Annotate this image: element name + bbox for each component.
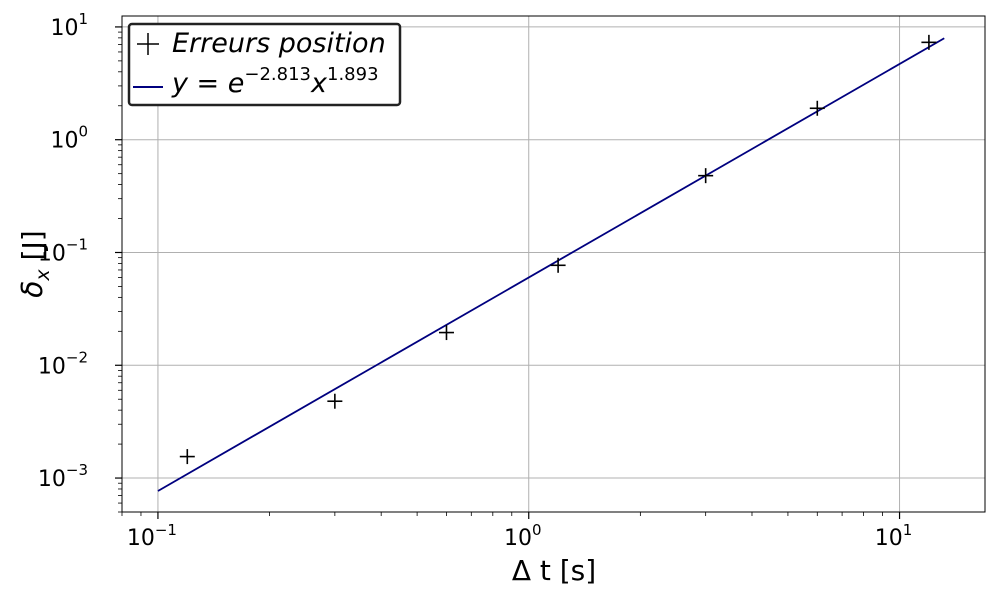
major-ticks	[115, 26, 901, 519]
scatter-marker-layer	[179, 34, 937, 465]
plot-area-frame	[121, 15, 986, 513]
y-axis-label-unit: [J]	[16, 230, 49, 269]
y-tick-label: 100	[50, 123, 88, 154]
x-tick-label: 101	[875, 521, 913, 551]
legend-fit-exp2: 1.893	[327, 64, 379, 85]
y-tick-label: 101	[50, 10, 88, 41]
minor-ticks	[118, 31, 883, 516]
y-tick-label: 10−2	[38, 348, 88, 379]
legend-fit-exp1: −2.813	[244, 64, 311, 85]
scatter-point	[921, 34, 937, 50]
scatter-point	[809, 100, 825, 116]
y-tick-labels: 10−3 10−2 10−1 100 101	[38, 10, 88, 492]
legend-label-fit: y = e−2.813x1.893	[171, 64, 379, 99]
scatter-point	[438, 325, 454, 341]
legend: Erreurs position y = e−2.813x1.893	[127, 22, 402, 107]
scatter-point	[698, 168, 714, 184]
y-axis-label: δx [J]	[16, 230, 54, 297]
x-tick-label: 100	[504, 521, 542, 551]
y-tick-label: 10−3	[38, 461, 88, 492]
legend-label-scatter: Erreurs position	[172, 28, 386, 59]
legend-fit-mid: x	[310, 68, 328, 99]
legend-fit-prefix: y = e	[171, 68, 244, 99]
scatter-point	[179, 449, 195, 465]
scatter-point	[550, 257, 566, 273]
x-tick-labels: 10−1 100 101	[127, 521, 912, 551]
x-tick-label: 10−1	[127, 521, 177, 551]
x-axis-label: Δ t [s]	[512, 554, 596, 587]
scatter-point	[327, 393, 343, 409]
legend-marker-plus-icon	[137, 33, 159, 55]
y-axis-label-subscript: x	[32, 269, 54, 282]
y-tick-label: 10−1	[38, 235, 88, 266]
y-axis-label-symbol: δ	[16, 281, 49, 298]
legend-box	[127, 22, 402, 107]
